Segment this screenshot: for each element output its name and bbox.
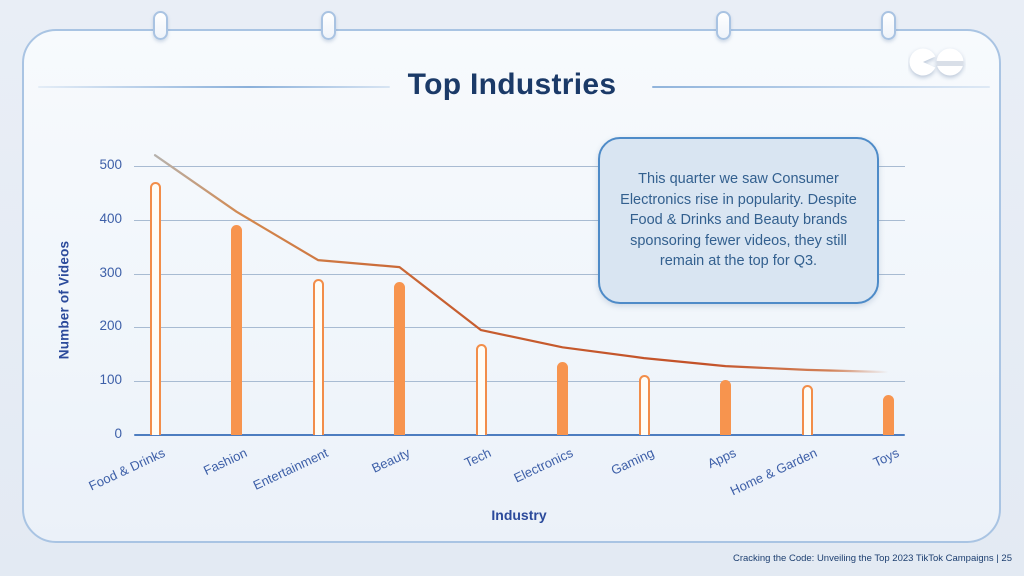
binder-ring-4 xyxy=(881,11,896,40)
gridline-200 xyxy=(134,327,905,329)
y-tick-label-400: 400 xyxy=(99,210,122,226)
bar-apps xyxy=(720,379,731,435)
x-axis-line xyxy=(134,434,905,436)
bar-electronics xyxy=(557,362,568,435)
bar-entertainment xyxy=(312,278,324,435)
title-divider-right xyxy=(652,86,990,88)
y-tick-label-500: 500 xyxy=(99,157,122,172)
title-divider-left xyxy=(38,86,390,88)
logo-circle-left xyxy=(909,48,936,76)
callout-text: This quarter we saw Consumer Electronics… xyxy=(620,171,857,270)
bar-food-drinks xyxy=(149,182,161,435)
logo-circle-right xyxy=(936,48,964,76)
page-title: Top Industries xyxy=(407,68,617,101)
brand-logo xyxy=(909,48,964,76)
y-tick-label-300: 300 xyxy=(99,264,122,280)
y-tick-label-0: 0 xyxy=(114,426,122,441)
bar-gaming xyxy=(638,374,650,435)
footer-caption: Cracking the Code: Unveiling the Top 202… xyxy=(732,553,1012,564)
y-tick-label-100: 100 xyxy=(99,372,122,388)
bar-tech xyxy=(475,343,487,435)
binder-ring-1 xyxy=(153,11,168,40)
binder-ring-3 xyxy=(716,11,731,40)
gridline-100 xyxy=(134,381,905,383)
callout-box: This quarter we saw Consumer Electronics… xyxy=(598,137,879,304)
binder-ring-2 xyxy=(321,11,336,40)
bar-toys xyxy=(883,394,894,435)
y-axis-title: Number of Videos xyxy=(56,240,72,360)
x-axis-title: Industry xyxy=(491,507,547,523)
bar-home-garden xyxy=(801,384,813,435)
bar-fashion xyxy=(231,225,242,435)
bar-beauty xyxy=(394,281,405,435)
y-tick-label-200: 200 xyxy=(99,318,122,334)
